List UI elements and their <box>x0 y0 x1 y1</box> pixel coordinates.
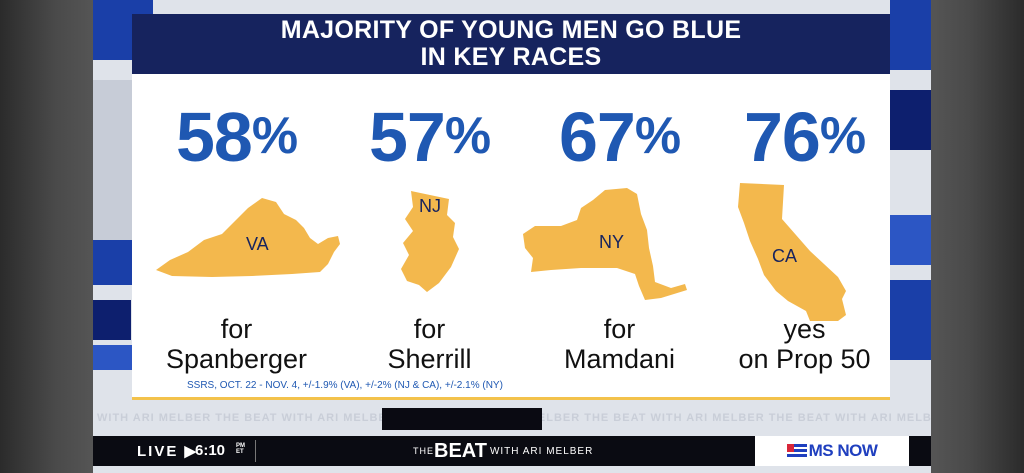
virginia-map-icon <box>156 198 340 277</box>
percent-value: 57% <box>368 98 491 176</box>
candidate-label: for Mamdani <box>563 314 676 374</box>
percent-value: 67% <box>558 98 681 176</box>
bg-tile <box>890 90 931 150</box>
bg-tile <box>93 80 133 270</box>
state-abbreviation: NJ <box>419 196 441 216</box>
divider <box>255 440 256 462</box>
graphic-title-line-2: IN KEY RACES <box>420 43 602 71</box>
state-abbreviation: CA <box>772 246 798 266</box>
bg-tile <box>890 0 931 70</box>
time-display: 6:10 <box>195 442 226 459</box>
state-abbreviation: VA <box>246 234 269 254</box>
poll-source-note: SSRS, OCT. 22 - NOV. 4, +/-1.9% (VA), +/… <box>187 380 503 391</box>
new-jersey-map-icon <box>401 191 459 292</box>
bg-tile <box>93 345 132 370</box>
result-column-va: 58% VA for Spanberger <box>144 74 340 374</box>
left-pillarbox <box>0 0 93 473</box>
percent-value: 76% <box>743 98 866 176</box>
percent-value: 58% <box>175 98 298 176</box>
result-column-ny: 67% NY for Mamdani <box>523 74 712 374</box>
ticker-block <box>382 408 542 430</box>
broadcast-frame: MAJORITY OF YOUNG MEN GO BLUE IN KEY RAC… <box>93 0 931 473</box>
bottom-lower-third: LIVE ▶ 6:10 PM ET THEBEAT WITH ARI MELBER… <box>93 436 931 466</box>
bg-tile <box>890 215 931 265</box>
candidate-label: for Spanberger <box>165 314 308 374</box>
live-indicator: LIVE ▶ <box>137 443 199 460</box>
bg-tile <box>890 280 931 360</box>
new-york-map-icon <box>523 188 687 300</box>
candidate-label: for Sherrill <box>387 314 472 374</box>
right-pillarbox <box>931 0 1024 473</box>
network-logo: MS NOW <box>755 436 909 466</box>
flag-icon <box>786 444 807 457</box>
graphic-title-line-1: MAJORITY OF YOUNG MEN GO BLUE <box>280 16 742 44</box>
time-suffix: PM ET <box>236 443 245 455</box>
graphic-panel: MAJORITY OF YOUNG MEN GO BLUE IN KEY RAC… <box>132 14 890 400</box>
play-arrow-icon: ▶ <box>184 443 199 460</box>
candidate-label: yes on Prop 50 <box>738 314 871 374</box>
state-abbreviation: NY <box>599 232 625 252</box>
bg-tile <box>93 300 131 340</box>
california-map-icon <box>738 183 846 321</box>
show-title: THEBEAT WITH ARI MELBER <box>413 440 594 462</box>
result-column-ca: 76% CA yes on Prop 50 <box>712 74 897 374</box>
gold-rule <box>132 397 890 400</box>
result-column-nj: 57% NJ for Sherrill <box>337 74 522 374</box>
bg-tile <box>93 240 138 285</box>
title-bar: MAJORITY OF YOUNG MEN GO BLUE IN KEY RAC… <box>132 14 890 74</box>
